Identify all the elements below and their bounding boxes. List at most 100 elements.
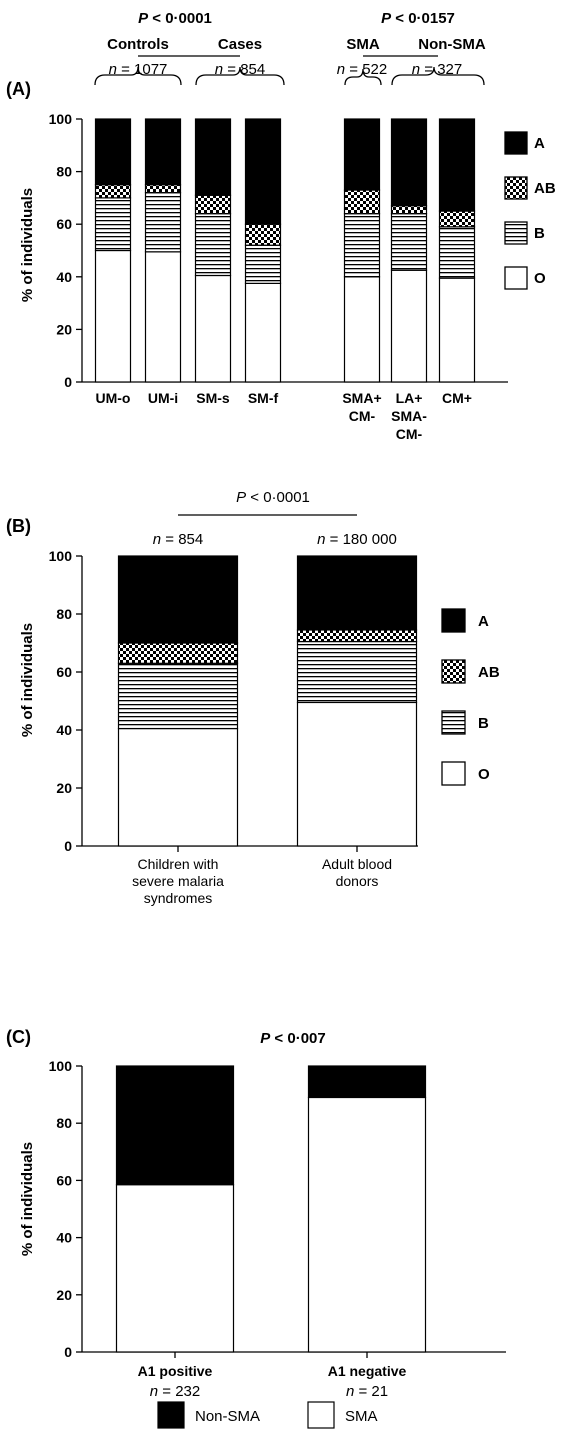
legend-label-sma: SMA [345,1408,378,1425]
y-tick-label: 60 [56,1172,72,1188]
bar-segment-a [244,118,282,225]
x-tick-label: syndromes [144,890,212,906]
n-label: n = 232 [150,1383,200,1400]
x-tick-label: SM-f [248,390,279,406]
bar-segment-a [144,118,182,186]
bar-segment-a [94,118,132,186]
bar-segment-ab [194,194,232,215]
bar-segment-sma [307,1096,427,1353]
legend-swatch-b [504,221,528,245]
legend-label-o: O [478,766,490,783]
x-tick-label: SM-s [196,390,230,406]
panel-c: (C) P < 0·007 % of individuals 0 20 40 60 80… [6,1027,506,1429]
panel-c-pvalue: P < 0·007 [260,1030,325,1047]
bar-segment-a [194,118,232,196]
bar-segment-ab [94,184,132,199]
panel-a-legend: A AB B O [504,131,556,290]
legend-swatch-o [504,266,528,290]
legend-swatch-non-sma [157,1401,185,1429]
panel-c-ylabel: % of individuals [19,1142,36,1256]
y-tick-label: 40 [56,269,72,285]
x-tick-label: SMA- [391,408,427,424]
x-tick-label: A1 positive [138,1363,213,1379]
y-tick-label: 100 [49,1058,73,1074]
bar-segment-b [244,244,282,284]
panel-a-bars [94,118,476,383]
bar-segment-ab [244,223,282,246]
brace-controls [94,66,182,86]
panel-b-bars [117,555,418,847]
n-non-sma: n = 327 [412,61,462,78]
x-tick-label: donors [336,873,379,889]
bar-segment-b [144,192,182,253]
x-tick-label: severe malaria [132,873,224,889]
x-tick-label: CM- [349,408,376,424]
legend-swatch-b [441,710,466,735]
n-label: n = 854 [153,531,203,548]
n-label: n = 180 000 [317,531,397,548]
y-tick-label: 80 [56,1115,72,1131]
bar-segment-a [296,555,418,631]
y-tick-label: 60 [56,216,72,232]
y-tick-label: 80 [56,606,72,622]
y-tick-label: 100 [49,548,73,564]
legend-label-a: A [478,613,489,630]
y-tick-label: 20 [56,780,72,796]
legend-label-ab: AB [478,664,500,681]
y-tick-label: 80 [56,164,72,180]
panel-c-legend: Non-SMA SMA [157,1401,378,1429]
y-tick-label: 20 [56,1287,72,1303]
panel-b-label: (B) [6,516,31,536]
legend-swatch-a [504,131,528,155]
panel-b-legend: A AB B O [441,608,500,786]
x-tick-label: UM-i [148,390,178,406]
y-tick-label: 40 [56,722,72,738]
brace-non-sma [391,66,485,86]
bar-segment-o [296,701,418,847]
panel-a-label: (A) [6,79,31,99]
bar-segment-o [194,274,232,383]
y-tick-label: 0 [64,1344,72,1360]
bar-segment-a [343,118,381,191]
y-tick-label: 0 [64,838,72,854]
bar-segment-a [438,118,476,212]
bar-segment-o [117,727,239,847]
group-label-non-sma: Non-SMA [418,36,486,53]
bar-segment-b [94,197,132,252]
bar-segment-o [244,282,282,383]
bar-segment-b [194,213,232,277]
legend-label-non-sma: Non-SMA [195,1408,260,1425]
n-sma: n = 522 [337,61,387,78]
bar-segment-b [390,213,428,271]
n-label: n = 21 [346,1383,388,1400]
bar-segment-a [390,118,428,207]
bar-segment-o [144,251,182,383]
group-label-controls: Controls [107,36,169,53]
legend-label-o: O [534,270,546,287]
panel-a-pvalue-right: P < 0·0157 [381,10,455,27]
x-tick-label: CM+ [442,390,472,406]
bar-segment-ab [390,205,428,215]
brace-sma [344,68,382,86]
panel-c-axes: 0 20 40 60 80 100 [49,1058,506,1360]
bar-segment-sma [115,1184,235,1353]
bar-segment-ab [438,210,476,228]
bar-segment-o [94,249,132,383]
y-tick-label: 0 [64,374,72,390]
bar-segment-ab [343,189,381,215]
x-tick-label: Children with [138,856,219,872]
bar-segment-o [343,276,381,383]
bar-segment-o [438,277,476,383]
group-label-sma: SMA [346,36,380,53]
bar-segment-ab [144,184,182,194]
x-tick-label: LA+ [396,390,423,406]
legend-swatch-sma [307,1401,335,1429]
brace-cases [195,66,285,86]
panel-b-pvalue: P < 0·0001 [236,489,310,506]
legend-label-ab: AB [534,180,556,197]
x-tick-label: SMA+ [342,390,381,406]
bar-segment-b [343,213,381,278]
x-tick-label: Adult blood [322,856,392,872]
